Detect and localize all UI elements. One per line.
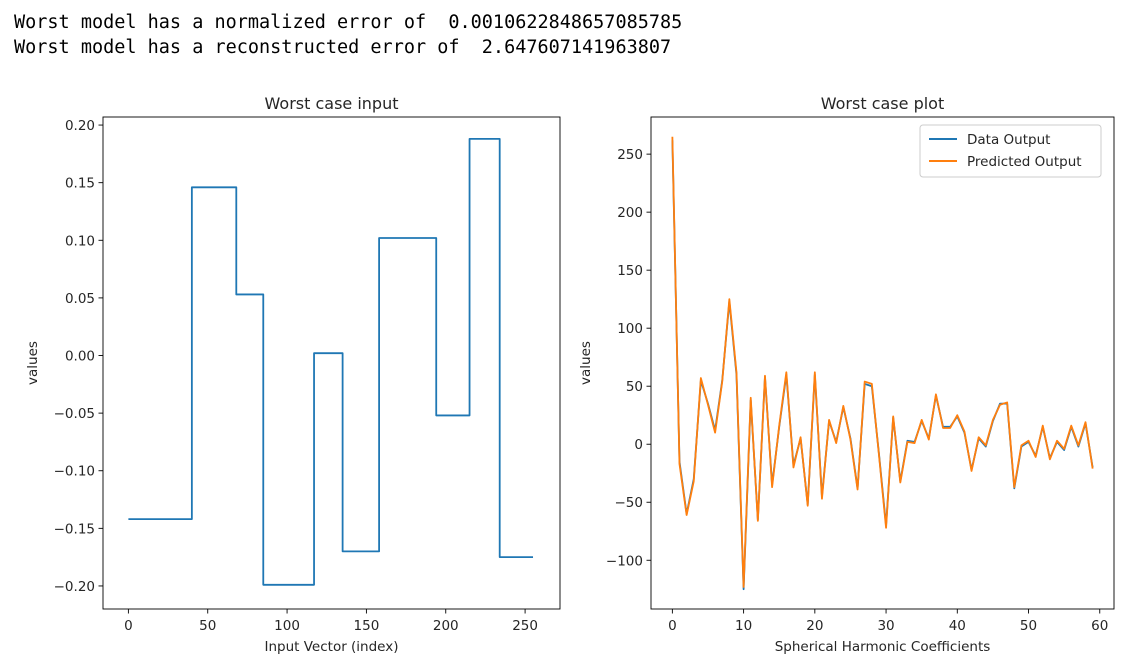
x-tick-label: 150	[354, 618, 380, 634]
y-tick-label: −0.20	[54, 579, 95, 595]
reconstructed-error-line: Worst model has a reconstructed error of…	[14, 37, 672, 58]
y-tick-label: 250	[617, 147, 643, 163]
y-tick-label: 200	[617, 205, 643, 221]
x-tick-label: 60	[1091, 618, 1108, 634]
legend-label-1: Data Output	[967, 132, 1050, 148]
y-tick-label: 50	[626, 379, 643, 395]
x-tick-label: 20	[806, 618, 823, 634]
normalized-error-line: Worst model has a normalized error of 0.…	[14, 12, 683, 33]
y-tick-label: −0.05	[54, 406, 95, 422]
y-tick-label: 0.10	[65, 233, 95, 249]
y-axis-label: values	[578, 341, 594, 385]
x-tick-label: 250	[512, 618, 538, 634]
legend: Data Output Predicted Output	[919, 124, 1102, 178]
y-tick-label: −50	[615, 495, 644, 511]
x-tick-label: 0	[668, 618, 677, 634]
x-tick-label: 40	[949, 618, 966, 634]
x-tick-label: 50	[199, 618, 216, 634]
chart-1: 0 50 100 150 200 250 −0.20 −0.15 −0.10 −0.05 0.00 0…	[25, 94, 561, 655]
y-tick-label: 0.20	[65, 118, 95, 134]
x-tick-label: 50	[1020, 618, 1037, 634]
x-tick-label: 0	[124, 618, 133, 634]
y-tick-label: 0.05	[65, 291, 95, 307]
y-tick-label: −100	[606, 553, 643, 569]
y-axis-label: values	[25, 341, 41, 385]
chart-title: Worst case plot	[821, 94, 944, 113]
y-tick-label: 0.00	[65, 349, 95, 365]
plot-frame	[650, 116, 1115, 610]
x-tick-label: 100	[274, 618, 300, 634]
series-line-1	[128, 137, 534, 586]
y-tick-label: −0.10	[54, 464, 95, 480]
x-axis-label: Input Vector (index)	[264, 639, 398, 655]
y-tick-label: −0.15	[54, 521, 95, 537]
x-tick-label: 30	[877, 618, 894, 634]
x-tick-label: 10	[735, 618, 752, 634]
y-tick-label: 0.15	[65, 176, 95, 192]
legend-label-2: Predicted Output	[967, 154, 1082, 170]
legend-box	[919, 124, 1102, 178]
series-line-2	[671, 136, 1094, 588]
y-tick-label: 0	[634, 437, 643, 453]
console-output: Worst model has a normalized error of 0.…	[14, 10, 682, 60]
chart-2: 0 10 20 30 40 50 60 −100 −50 0 50 100 150 200 250 Worst…	[578, 94, 1115, 655]
x-tick-label: 200	[433, 618, 459, 634]
y-tick-label: 100	[617, 321, 643, 337]
x-axis-label: Spherical Harmonic Coefficients	[775, 639, 991, 655]
y-tick-label: 150	[617, 263, 643, 279]
plot-frame	[102, 116, 561, 610]
chart-title: Worst case input	[265, 94, 399, 113]
